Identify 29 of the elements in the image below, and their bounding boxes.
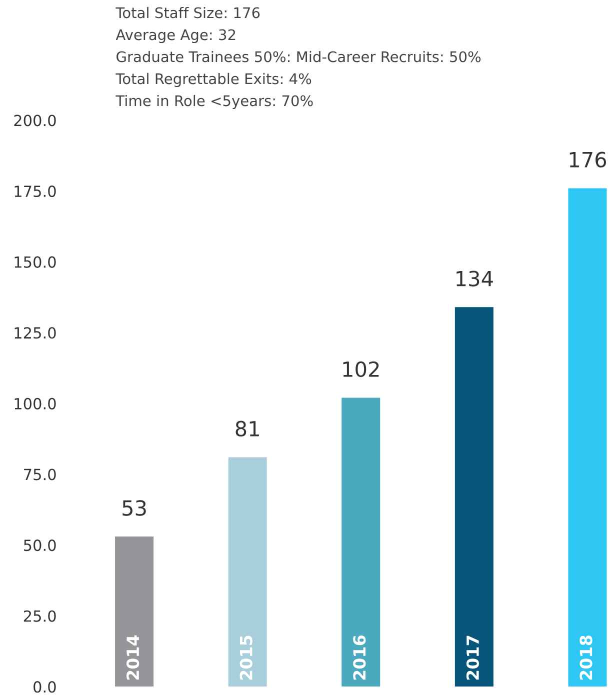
data-label: 53 [122,500,146,516]
bar [342,398,380,687]
text: Total Regrettable Exits: 4% [116,72,312,88]
y-tick-label: 25.0 [24,610,56,622]
data-label: 134 [456,270,493,286]
y-tick-label: 0.0 [34,681,56,693]
text: Graduate Trainees 50%: Mid-Career Recruits: 50% [116,50,481,62]
y-tick-label: 125.0 [14,327,56,339]
y-tick-label: 175.0 [14,186,56,198]
bar [568,188,607,687]
y-tick-label: 200.0 [14,114,56,126]
bar [228,457,267,687]
y-tick-label: 50.0 [24,540,56,552]
data-label: 176 [570,152,606,168]
text: Average Age: 32 [116,29,236,44]
x-tick-label: 2015 [240,636,252,680]
x-tick-label: 2014 [126,635,140,680]
y-tick-label: 100.0 [14,398,56,410]
text: Total Staff Size: 176 [116,6,260,18]
data-label: 102 [343,361,379,378]
bar [115,536,154,687]
y-tick-label: 75.0 [24,468,56,480]
y-tick-label: 150.0 [14,256,56,268]
data-label: 81 [236,420,259,437]
text: Time in Role <5years: 70% [116,94,313,110]
x-tick-label: 2018 [580,636,592,680]
bar [454,307,494,687]
x-tick-label: 2016 [353,636,366,680]
x-tick-label: 2017 [466,636,480,680]
